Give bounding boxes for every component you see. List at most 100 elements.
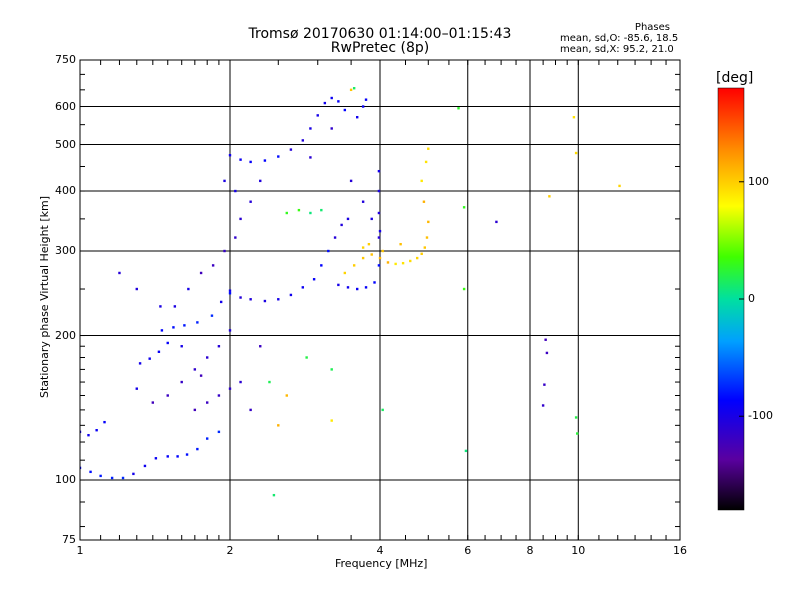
data-point xyxy=(239,296,242,299)
data-point xyxy=(135,287,138,291)
data-point xyxy=(249,298,252,301)
data-point xyxy=(337,283,340,287)
data-point xyxy=(249,408,252,412)
y-axis-label: Stationary phase Virtual Height [km] xyxy=(38,195,51,398)
data-point xyxy=(346,217,350,221)
data-point xyxy=(378,256,382,260)
data-point xyxy=(180,345,183,348)
data-point xyxy=(386,261,390,264)
data-point xyxy=(157,350,161,353)
data-point xyxy=(462,206,466,209)
data-point xyxy=(320,264,323,267)
data-point xyxy=(301,139,305,142)
data-point xyxy=(378,229,382,233)
data-point xyxy=(618,184,621,188)
data-point xyxy=(259,179,262,183)
data-point xyxy=(330,368,333,371)
data-point xyxy=(183,324,186,327)
data-point xyxy=(80,430,82,434)
data-point xyxy=(277,298,280,301)
data-point xyxy=(138,362,142,365)
data-point xyxy=(268,380,271,384)
data-point xyxy=(462,287,466,291)
x-tick-label: 2 xyxy=(226,544,234,557)
data-point xyxy=(263,299,267,303)
data-point xyxy=(399,242,402,246)
data-point xyxy=(249,200,252,203)
y-tick-label: 500 xyxy=(55,137,76,151)
data-point xyxy=(316,114,319,117)
data-point xyxy=(132,472,135,476)
data-point xyxy=(544,338,547,341)
data-point xyxy=(320,208,323,212)
data-point xyxy=(543,383,546,386)
data-point xyxy=(349,179,353,183)
data-point xyxy=(217,345,221,348)
grid-lines xyxy=(80,60,680,540)
data-point xyxy=(80,466,82,470)
data-point xyxy=(330,96,333,100)
data-point xyxy=(166,341,169,345)
data-point xyxy=(312,278,316,281)
data-point xyxy=(361,256,365,260)
data-point xyxy=(206,437,209,440)
data-point xyxy=(301,286,305,289)
data-point xyxy=(574,416,578,419)
data-point xyxy=(361,200,365,203)
data-point xyxy=(234,236,237,239)
data-point xyxy=(110,476,114,480)
data-point xyxy=(228,292,232,295)
data-point xyxy=(103,420,106,424)
data-point xyxy=(420,252,423,256)
y-tick-label: 75 xyxy=(62,533,76,546)
data-point xyxy=(217,394,221,397)
y-tick-label: 100 xyxy=(55,473,76,487)
data-point xyxy=(349,88,353,92)
data-point xyxy=(377,169,381,173)
data-point xyxy=(289,148,293,151)
x-tick-label: 10 xyxy=(571,544,586,557)
phases-label: Phases xyxy=(634,22,670,33)
data-point xyxy=(135,387,138,390)
data-point xyxy=(427,220,430,224)
data-point xyxy=(373,281,376,284)
data-point xyxy=(193,408,197,412)
data-point xyxy=(309,156,312,159)
data-point xyxy=(176,455,179,458)
colorbar-ticks xyxy=(739,181,744,417)
data-point xyxy=(223,249,226,253)
colorbar-tick-label: -100 xyxy=(748,409,773,423)
data-point xyxy=(166,394,169,397)
data-point xyxy=(330,419,333,422)
data-point xyxy=(381,249,384,253)
data-point xyxy=(228,154,232,157)
chart-title: Tromsø 20170630 01:14:00–01:15:43 xyxy=(248,26,512,42)
data-point xyxy=(196,321,199,324)
data-point xyxy=(180,380,183,384)
data-point xyxy=(356,116,359,119)
data-point xyxy=(199,271,203,275)
data-points xyxy=(80,87,621,497)
data-point xyxy=(118,271,121,275)
x-tick-label: 8 xyxy=(526,544,534,557)
data-point xyxy=(422,200,426,203)
x-axis-label: Frequency [MHz] xyxy=(335,557,428,570)
data-point xyxy=(187,287,190,291)
data-point xyxy=(160,329,164,332)
y-tick-label: 600 xyxy=(55,99,76,113)
data-point xyxy=(285,211,288,215)
data-point xyxy=(172,326,175,329)
data-point xyxy=(305,356,308,359)
x-tick-label: 16 xyxy=(673,544,687,557)
data-point xyxy=(330,127,333,130)
data-point xyxy=(356,287,359,291)
data-point xyxy=(277,155,280,158)
data-point xyxy=(377,189,381,193)
data-point xyxy=(239,380,242,384)
data-point xyxy=(272,493,276,497)
data-point xyxy=(289,293,293,297)
data-point xyxy=(424,160,428,164)
data-point xyxy=(343,108,347,112)
data-point xyxy=(420,179,423,183)
data-point xyxy=(148,357,151,360)
